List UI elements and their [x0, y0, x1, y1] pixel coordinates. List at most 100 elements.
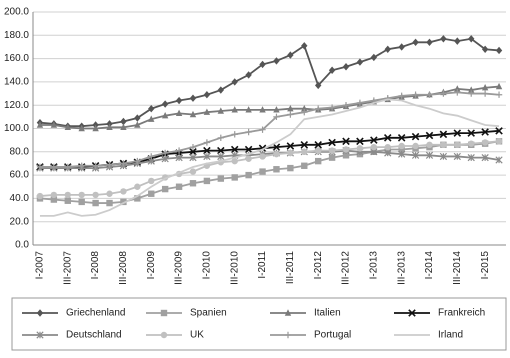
marker	[301, 42, 308, 50]
x-tick-label: III-2013	[396, 251, 407, 285]
legend-marker	[284, 331, 292, 339]
marker	[495, 156, 503, 164]
marker	[287, 164, 294, 172]
legend-label: Irland	[438, 330, 463, 341]
marker	[175, 154, 183, 162]
marker	[481, 90, 489, 97]
legend-marker	[36, 331, 44, 339]
legend-marker	[160, 309, 168, 317]
marker	[273, 150, 280, 158]
marker	[36, 121, 44, 128]
marker	[259, 168, 266, 175]
marker	[370, 136, 378, 144]
marker	[106, 190, 113, 197]
marker	[217, 86, 225, 94]
marker	[440, 35, 447, 43]
marker	[148, 115, 155, 122]
marker	[467, 129, 475, 137]
marker	[426, 91, 433, 98]
marker	[231, 106, 238, 113]
y-tick-label: 100.0	[4, 123, 29, 134]
legend-label: Deutschland	[66, 330, 122, 341]
series-line	[39, 140, 500, 204]
marker	[370, 53, 378, 62]
marker	[217, 175, 225, 182]
marker	[217, 134, 225, 142]
legend-marker	[408, 309, 416, 317]
series-line	[39, 37, 500, 128]
marker	[189, 168, 197, 175]
legend-label: Griechenland	[66, 308, 125, 319]
marker	[412, 38, 419, 46]
marker	[314, 105, 322, 112]
marker	[384, 95, 391, 102]
marker	[440, 141, 447, 149]
marker	[412, 91, 419, 98]
marker	[134, 157, 141, 165]
x-tick-label: I-2009	[146, 251, 157, 280]
x-tick-label: I-2014	[424, 251, 435, 280]
marker	[244, 145, 253, 154]
marker	[92, 191, 99, 199]
marker	[175, 109, 183, 117]
marker	[259, 60, 266, 69]
marker	[148, 104, 155, 113]
marker	[134, 195, 141, 202]
marker	[370, 143, 378, 151]
y-tick-label: 160.0	[4, 53, 29, 64]
marker	[161, 185, 169, 193]
marker	[314, 141, 322, 149]
marker	[50, 121, 58, 128]
marker	[175, 183, 183, 190]
marker	[495, 91, 503, 98]
marker	[342, 137, 350, 146]
marker	[92, 162, 99, 169]
marker	[189, 143, 197, 151]
marker	[495, 46, 503, 55]
marker	[161, 155, 169, 163]
marker	[273, 113, 280, 121]
marker	[328, 147, 336, 154]
marker	[481, 84, 489, 91]
x-tick-label: III-2011	[285, 251, 296, 285]
marker	[64, 163, 71, 171]
legend-marker	[36, 309, 44, 317]
marker	[245, 106, 252, 113]
x-tick-label: I-2010	[202, 251, 213, 280]
marker	[495, 82, 503, 90]
marker	[273, 166, 280, 173]
marker	[342, 146, 350, 153]
marker	[454, 89, 461, 96]
marker	[64, 197, 71, 204]
y-tick-label: 180.0	[4, 30, 29, 41]
marker	[189, 180, 197, 187]
marker	[453, 152, 461, 161]
marker	[287, 111, 294, 118]
legend-label: UK	[190, 330, 204, 341]
x-tick-label: III-2007	[62, 251, 73, 285]
marker	[230, 145, 239, 154]
marker	[314, 157, 322, 165]
marker	[106, 199, 113, 207]
x-tick-label: III-2010	[229, 251, 240, 285]
marker	[468, 86, 475, 93]
marker	[50, 196, 58, 203]
marker	[397, 134, 406, 142]
marker	[120, 117, 127, 126]
marker	[301, 108, 308, 116]
marker	[328, 154, 336, 161]
marker	[481, 45, 489, 53]
marker	[148, 153, 155, 160]
marker	[342, 102, 350, 109]
marker	[217, 152, 225, 161]
marker	[189, 110, 197, 118]
series-line	[39, 98, 500, 217]
marker	[468, 35, 475, 43]
marker	[384, 143, 391, 151]
marker	[203, 139, 211, 146]
y-tick-label: 20.0	[10, 216, 30, 227]
marker	[50, 191, 58, 199]
marker	[50, 163, 58, 171]
marker	[384, 149, 392, 157]
x-tick-label: I-2007	[35, 251, 46, 280]
